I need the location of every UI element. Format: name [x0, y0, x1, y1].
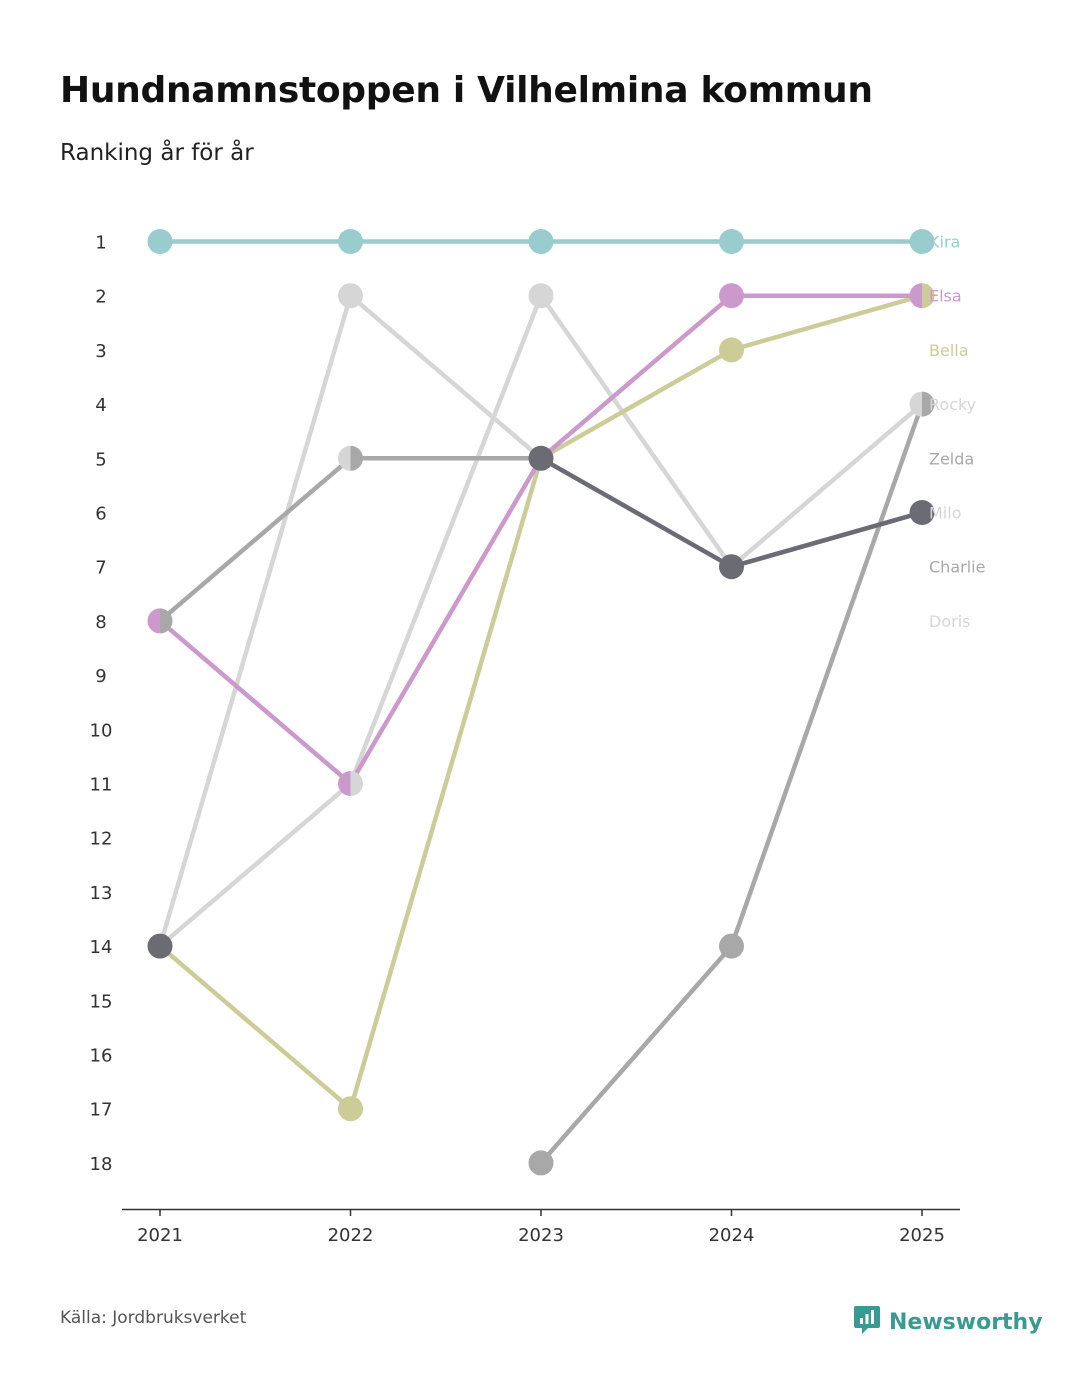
marker-bella-2022: [338, 1096, 363, 1122]
series-line-rocky: [157, 293, 925, 949]
y-tick-label-9: 9: [95, 666, 106, 687]
series-line-bella: [157, 293, 925, 1111]
series-line-elsa: [157, 293, 925, 786]
series-label-milo: Milo: [929, 504, 961, 523]
marker-2023-rank-5: [528, 445, 554, 471]
chart-subtitle: Ranking år för år: [60, 140, 254, 166]
marker-left-2022-rank-5: [338, 445, 351, 471]
series-label-rocky: Rocky: [929, 395, 976, 414]
series-label-doris: Doris: [929, 612, 970, 631]
y-tick-label-2: 2: [95, 287, 106, 308]
y-tick-label-13: 13: [90, 883, 113, 904]
marker-left-2025-rank-4: [909, 391, 922, 417]
marker-kira-2025: [909, 229, 935, 254]
marker-2024-rank-7: [719, 554, 744, 580]
marker-right-2025-rank-4: [922, 391, 935, 417]
series-label-kira: Kira: [929, 233, 960, 252]
x-tick-label-2021: 2021: [137, 1225, 183, 1246]
marker-2025-rank-6: [909, 500, 935, 525]
marker-2022-rank-2: [338, 283, 363, 309]
y-tick-label-3: 3: [95, 341, 106, 362]
marker-right-2021-rank-8: [160, 608, 173, 634]
source-note: Källa: Jordbruksverket: [60, 1308, 247, 1328]
marker-bella-2024: [719, 337, 744, 363]
x-tick-label-2025: 2025: [899, 1225, 945, 1246]
y-tick-label-16: 16: [90, 1046, 113, 1067]
marker-2023-rank-2: [528, 283, 554, 309]
series-line-milo: [538, 456, 925, 569]
series-label-elsa: Elsa: [929, 287, 962, 306]
newsworthy-logo-icon: [853, 1304, 881, 1340]
marker-2021-rank-14: [147, 933, 173, 959]
marker-kira-2024: [719, 229, 744, 254]
series-label-charlie: Charlie: [929, 558, 985, 577]
marker-left-2025-rank-2: [909, 283, 922, 309]
x-tick-label-2023: 2023: [518, 1225, 564, 1246]
series-line-zelda: [157, 456, 544, 624]
marker-left-2021-rank-8: [147, 608, 160, 634]
series-line-charlie: [538, 401, 925, 1166]
y-tick-label-17: 17: [90, 1100, 113, 1121]
y-tick-label-15: 15: [90, 991, 113, 1012]
y-tick-label-18: 18: [90, 1154, 113, 1175]
marker-kira-2021: [147, 229, 173, 254]
y-tick-label-4: 4: [95, 395, 106, 416]
marker-elsa-2024: [719, 283, 744, 309]
marker-right-2022-rank-11: [350, 771, 363, 796]
x-tick-label-2024: 2024: [709, 1225, 755, 1246]
series-label-bella: Bella: [929, 341, 969, 360]
brand-logo[interactable]: Newsworthy: [853, 1304, 1043, 1340]
marker-left-2022-rank-11: [338, 771, 351, 796]
y-tick-label-6: 6: [95, 504, 106, 525]
y-tick-label-8: 8: [95, 612, 106, 633]
y-tick-label-1: 1: [95, 233, 106, 254]
chart-title: Hundnamnstoppen i Vilhelmina kommun: [60, 70, 873, 111]
y-tick-label-10: 10: [90, 720, 113, 741]
y-tick-label-11: 11: [90, 775, 113, 796]
y-tick-label-12: 12: [90, 829, 113, 850]
y-tick-label-7: 7: [95, 558, 106, 579]
brand-name: Newsworthy: [889, 1309, 1043, 1335]
marker-kira-2023: [528, 229, 554, 254]
series-label-zelda: Zelda: [929, 449, 974, 468]
marker-right-2022-rank-5: [350, 445, 363, 471]
y-tick-label-14: 14: [90, 937, 113, 958]
x-tick-label-2022: 2022: [328, 1225, 374, 1246]
marker-kira-2022: [338, 229, 363, 254]
marker-right-2025-rank-2: [922, 283, 935, 309]
marker-charlie-2024: [719, 933, 744, 959]
y-tick-label-5: 5: [95, 449, 106, 470]
marker-charlie-2023: [528, 1150, 554, 1176]
